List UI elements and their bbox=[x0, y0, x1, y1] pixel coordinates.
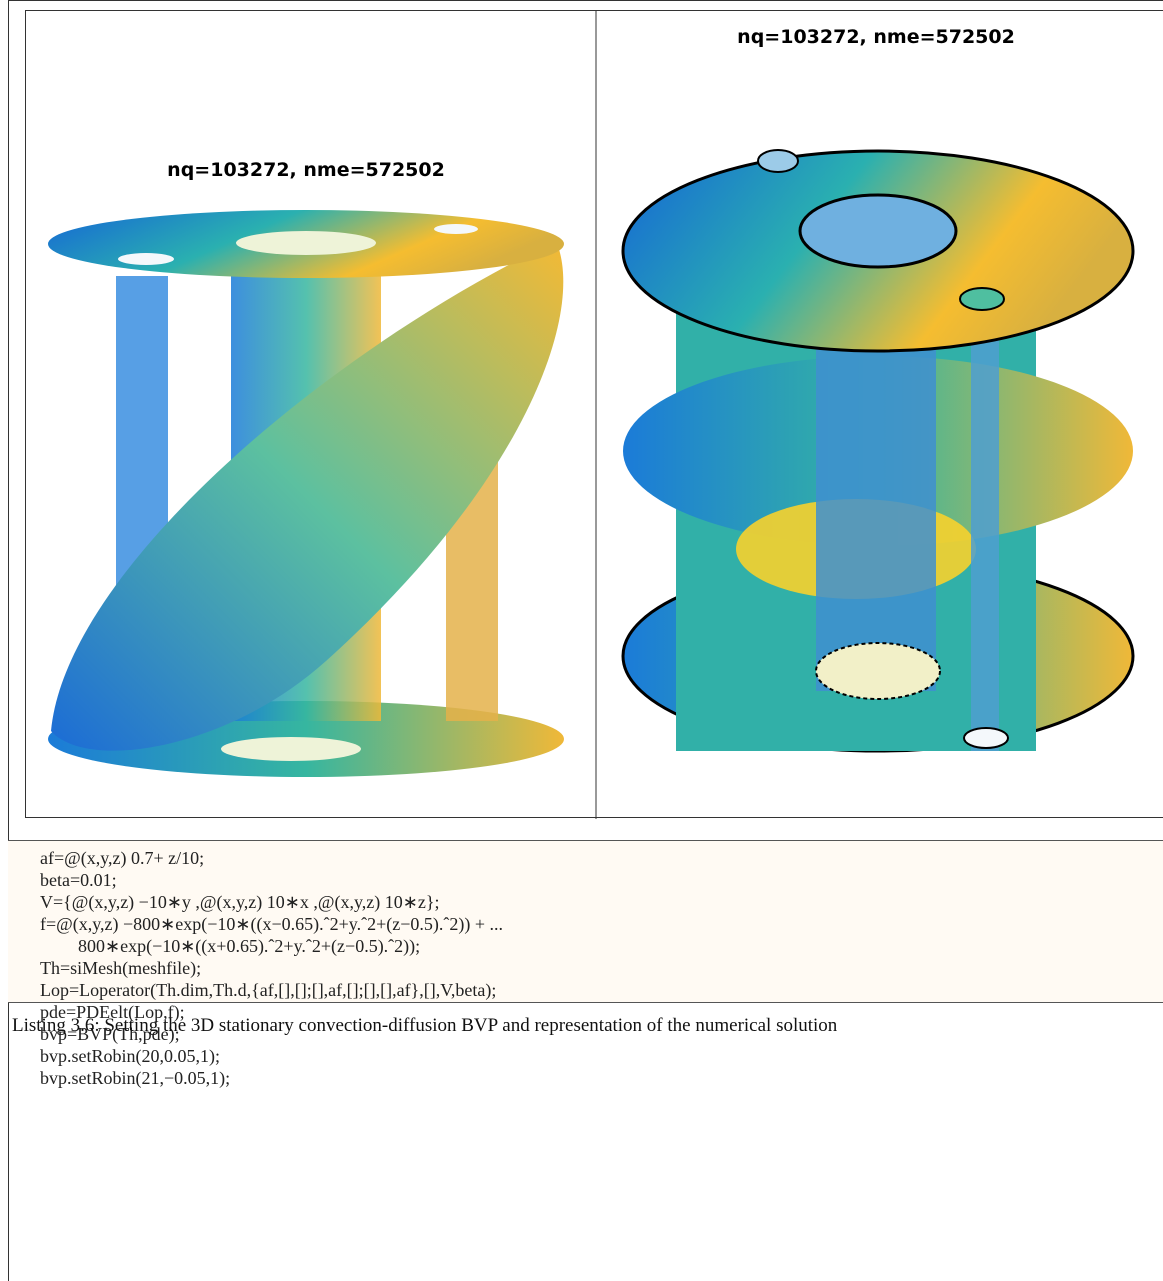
code-line: pde=PDEelt(Lop,f); bbox=[40, 1002, 185, 1022]
code-line: bvp.setRobin(20,0.05,1); bbox=[40, 1046, 220, 1066]
code-listing: af=@(x,y,z) 0.7+ z/10; beta=0.01; V={@(x,y… bbox=[8, 840, 1163, 1088]
code-line: af=@(x,y,z) 0.7+ z/10; bbox=[40, 848, 205, 868]
code-line: f=@(x,y,z) −800∗exp(−10∗((x−0.65).ˆ2+y.ˆ… bbox=[40, 914, 503, 934]
code-line: Th=siMesh(meshfile); bbox=[40, 958, 202, 978]
panel-title: nq=103272, nme=572502 bbox=[167, 159, 445, 181]
code-line: 800∗exp(−10∗((x+0.65).ˆ2+y.ˆ2+(z−0.5).ˆ2… bbox=[78, 936, 421, 956]
code-line: Lop=Loperator(Th.dim,Th.d,{af,[],[];[],a… bbox=[40, 980, 497, 1000]
code-line: beta=0.01; bbox=[40, 870, 117, 890]
code-line: bvp.setRobin(21,−0.05,1); bbox=[40, 1068, 231, 1088]
figure: nq=103272, nme=572502 nq=103272, nme=572… bbox=[25, 10, 1163, 819]
panel-title: nq=103272, nme=572502 bbox=[737, 26, 1015, 48]
code-line: bvp=BVP(Th,pde); bbox=[40, 1024, 180, 1044]
figure-graphics: nq=103272, nme=572502 nq=103272, nme=572… bbox=[48, 11, 1135, 819]
code-line: V={@(x,y,z) −10∗y ,@(x,y,z) 10∗x ,@(x,y,… bbox=[40, 892, 440, 912]
page-frame bbox=[8, 0, 1163, 1281]
caption: Listing 3.6: Setting the 3D stationary c… bbox=[12, 1015, 838, 1036]
